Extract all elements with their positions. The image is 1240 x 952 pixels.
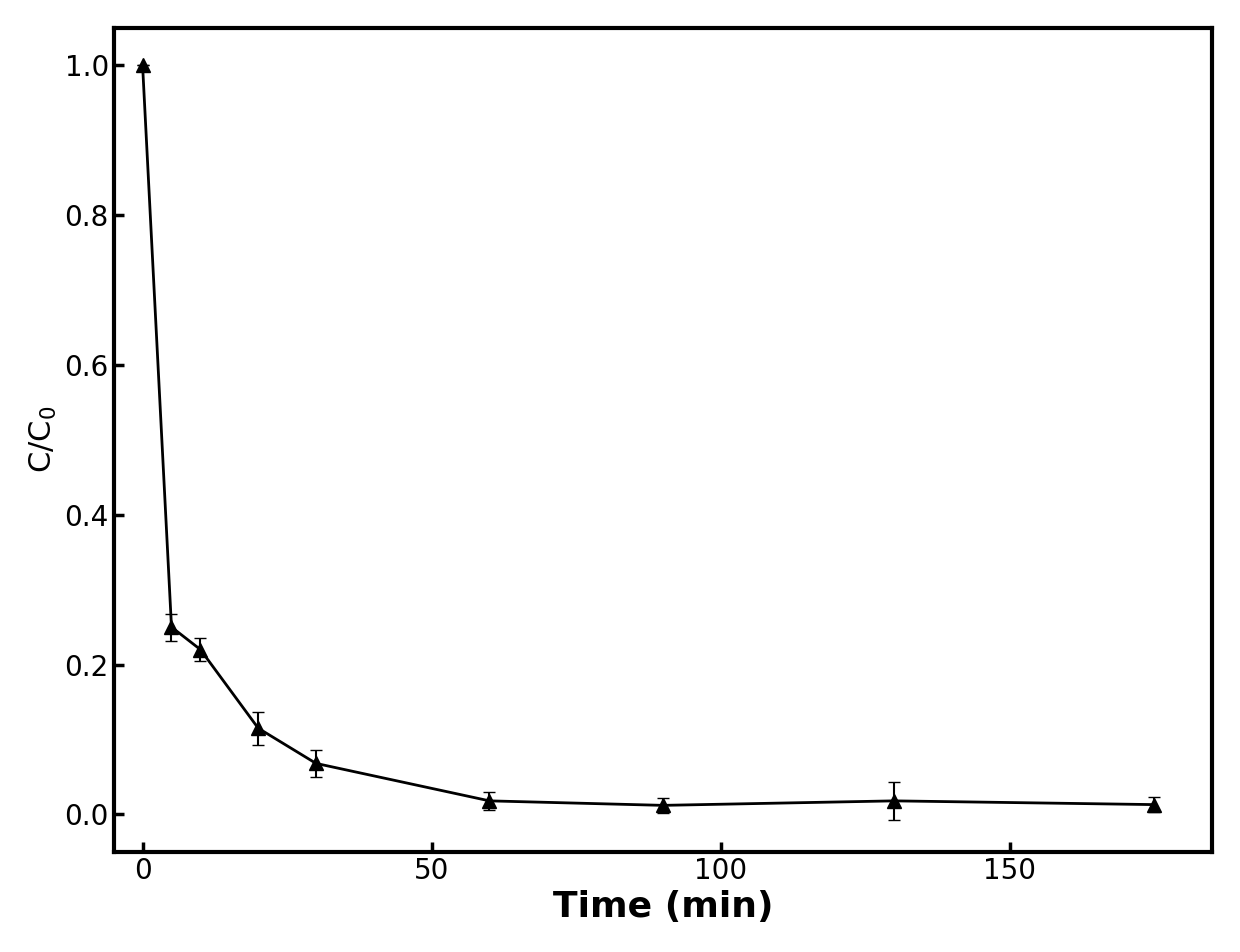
X-axis label: Time (min): Time (min) — [553, 890, 774, 924]
Y-axis label: C/C$_0$: C/C$_0$ — [27, 407, 58, 473]
